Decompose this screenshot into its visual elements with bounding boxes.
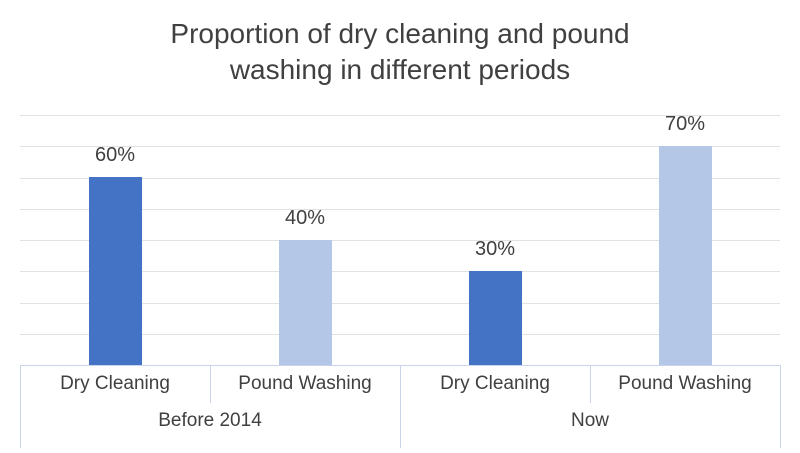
bar-before-2014-pound-washing xyxy=(279,240,332,365)
category-label: Pound Washing xyxy=(618,373,752,394)
bar-value-label: 70% xyxy=(664,113,706,135)
group-label: Now xyxy=(570,410,609,431)
category-label: Dry Cleaning xyxy=(60,373,170,394)
category-label: Dry Cleaning xyxy=(440,373,550,394)
category-label: Pound Washing xyxy=(238,373,372,394)
category-tick xyxy=(210,365,211,403)
bar-now-pound-washing xyxy=(659,146,712,365)
gridline xyxy=(20,334,780,335)
group-divider xyxy=(400,365,401,448)
bar-now-dry-cleaning xyxy=(469,271,522,365)
group-label: Before 2014 xyxy=(158,410,262,431)
chart-title-line-2: washing in different periods xyxy=(229,54,571,85)
group-divider xyxy=(780,365,781,448)
bar-before-2014-dry-cleaning xyxy=(89,177,142,365)
gridline xyxy=(20,209,780,210)
gridline xyxy=(20,240,780,241)
gridline xyxy=(20,271,780,272)
bar-value-label: 60% xyxy=(94,144,136,166)
chart-title-line-1: Proportion of dry cleaning and pound xyxy=(170,18,630,49)
gridline xyxy=(20,115,780,116)
category-tick xyxy=(590,365,591,403)
gridline xyxy=(20,178,780,179)
bar-value-label: 40% xyxy=(284,207,326,229)
gridline xyxy=(20,303,780,304)
gridline xyxy=(20,146,780,147)
bar-value-label: 30% xyxy=(474,238,516,260)
chart-title: Proportion of dry cleaning and pound was… xyxy=(0,16,800,88)
group-divider xyxy=(20,365,21,448)
